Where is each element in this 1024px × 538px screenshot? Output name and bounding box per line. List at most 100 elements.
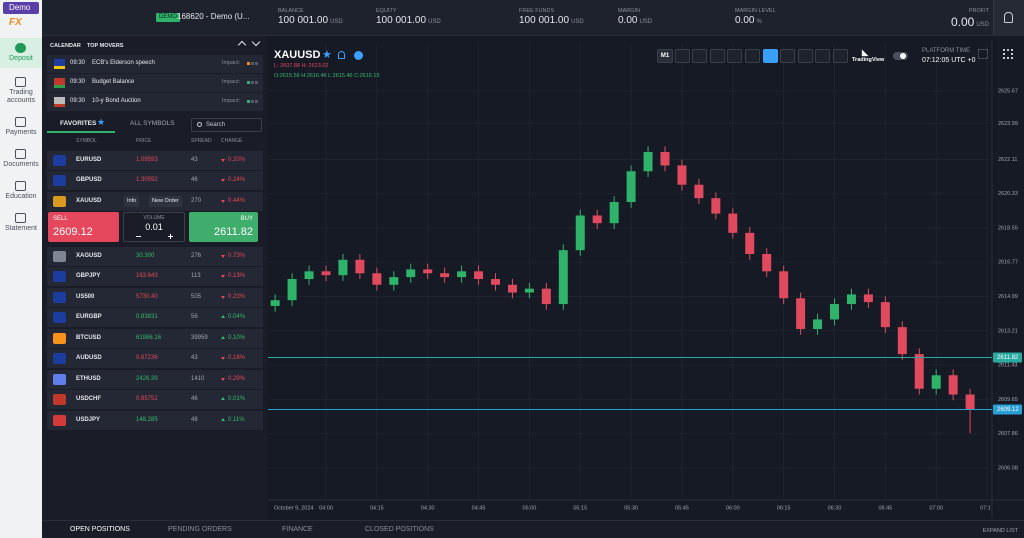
column-header: CHANGE [221,138,243,144]
change-arrow [221,378,225,381]
fullscreen-button[interactable] [1003,49,1013,59]
y-tick-label: 2613.21 [998,328,1018,334]
new-order-button[interactable]: New Order [149,196,182,207]
flag [54,59,65,69]
watchlist-tab[interactable]: ALL SYMBOLS [130,120,175,127]
symbol-row[interactable]: USDJPY 148.285 48 0.11% [47,411,263,430]
calendar-tab[interactable]: CALENDAR [50,43,81,49]
nav-item[interactable]: Documents [0,144,42,174]
candle-body [423,269,433,274]
symbol-icon [53,251,66,262]
symbol-row[interactable]: XAGUSD 30.300 276 0.73% [47,247,263,266]
x-axis: 04:00 04:15 04:30 04:45 05:00 05:15 05:30 05:45… [319,505,990,511]
spread: 48 [191,417,198,423]
symbol-row[interactable]: US500 5730.40 505 0.23% [47,288,263,307]
nav-label: Deposit [9,55,33,62]
watchlist-tab[interactable]: FAVORITES [60,120,97,127]
demo-badge[interactable]: Demo [3,2,39,14]
toolbar-button[interactable] [833,49,848,63]
y-tick-label: 2623.99 [998,121,1018,127]
symbol-row[interactable]: EURUSD 1.09593 43 0.20% [47,151,263,170]
alert-icon[interactable] [338,51,345,59]
calendar-event[interactable]: 09:30 ECB's Elderson speech Impact: [47,55,263,73]
candle-body [643,151,653,172]
profile-button[interactable] [993,0,1024,36]
toolbar-button[interactable] [780,49,796,63]
symbol-row[interactable]: XAUUSD Info New Order 270 0.44% [47,192,263,211]
volume-box[interactable]: VOLUME 0.01 [123,212,185,242]
toolbar-button[interactable] [797,49,813,63]
symbol: EURUSD [76,157,102,163]
change: 0.13% [228,273,246,279]
minus-button[interactable] [136,236,141,237]
timeframe-button[interactable]: M1 [657,49,673,63]
candle-body [270,300,280,306]
symbol-row[interactable]: GBPUSD 1.30592 46 0.24% [47,171,263,190]
toolbar-button[interactable] [727,49,743,63]
favorite-star[interactable]: ★ [322,49,332,61]
nav-item[interactable]: Deposit [0,38,42,68]
bottom-tab[interactable]: CLOSED POSITIONS [365,526,434,533]
spread: 43 [191,157,198,163]
sell-button[interactable]: SELL 2609.12 [48,212,119,242]
symbol-row[interactable]: USDCHF 0.85752 46 0.01% [47,390,263,409]
candle-body [287,279,297,301]
toolbar-button[interactable] [692,49,708,63]
spread: 46 [191,177,198,183]
chart: 04:00 04:15 04:30 04:45 05:00 05:15 05:30 05:45… [268,40,1024,518]
plus-button[interactable] [170,234,171,239]
nav-item[interactable]: Trading accounts [0,72,42,108]
calendar-tab[interactable]: TOP MOVERS [87,43,124,49]
symbol-row[interactable]: AUDUSD 0.67236 43 0.16% [47,349,263,368]
bottom-tab[interactable]: FINANCE [282,526,313,533]
fullscreen-button[interactable] [978,49,988,59]
symbol-row[interactable]: EURGBP 0.83831 56 0.04% [47,308,263,327]
x-tick-label: 07:00 [929,505,943,511]
expand-list[interactable]: EXPAND LIST [982,528,1018,534]
nav-item[interactable]: Payments [0,112,42,142]
change: 0.11% [228,417,245,423]
change-arrow [221,159,225,162]
x-tick-label: 06:00 [726,505,740,511]
candle-body [338,259,348,276]
price: 5730.40 [136,294,158,300]
candle-body [779,271,789,299]
symbol-row[interactable]: BTCUSD 61986.16 39959 0.10% [47,329,263,348]
nav-icon [15,149,26,159]
account-name[interactable]: 168620 - Demo (U... [177,12,250,21]
calendar-event[interactable]: 09:30 10-y Bond Auction Impact: [47,93,263,111]
stat-unit: USD [571,19,584,25]
toolbar-button[interactable] [709,49,725,63]
x-tick-label: 05:00 [523,505,537,511]
symbol: USDJPY [76,417,101,423]
search-box[interactable]: Search [191,118,262,132]
account-badge[interactable]: DEMO [156,13,180,22]
toolbar-button[interactable] [762,49,778,63]
toolbar-button[interactable] [745,49,760,63]
impact-dot [251,81,254,84]
info-icon[interactable] [354,51,363,60]
sidebar: Demo FX Deposit Trading accounts Payments Doc… [0,0,42,538]
stat-value: 0.00 USD [951,15,989,29]
nav-item[interactable]: Statement [0,208,42,238]
symbol: GBPUSD [76,177,102,183]
calendar-event[interactable]: 09:30 Budget Balance Impact: [47,74,263,92]
toolbar-button[interactable] [815,49,831,63]
symbol-row[interactable]: GBPJPY 163.643 113 0.13% [47,267,263,286]
candle-body [846,294,856,305]
candle-body [592,215,602,224]
symbol-row[interactable]: ETHUSD 2426.39 1410 0.29% [47,370,263,389]
event-title: 10-y Bond Auction [92,98,141,104]
info-button[interactable]: Info [124,196,140,207]
bottom-tab[interactable]: OPEN POSITIONS [70,526,130,533]
symbol: XAUUSD [76,198,102,204]
candle-body [948,375,958,395]
bottom-tab[interactable]: PENDING ORDERS [168,526,232,533]
price-tag-label: 2611.82 [997,355,1019,361]
candle-body [694,184,704,199]
impact-dot [251,100,254,103]
nav-item[interactable]: Education [0,176,42,206]
symbol: BTCUSD [76,335,101,341]
toolbar-button[interactable] [674,49,690,63]
buy-button[interactable]: BUY 2611.82 [189,212,258,242]
